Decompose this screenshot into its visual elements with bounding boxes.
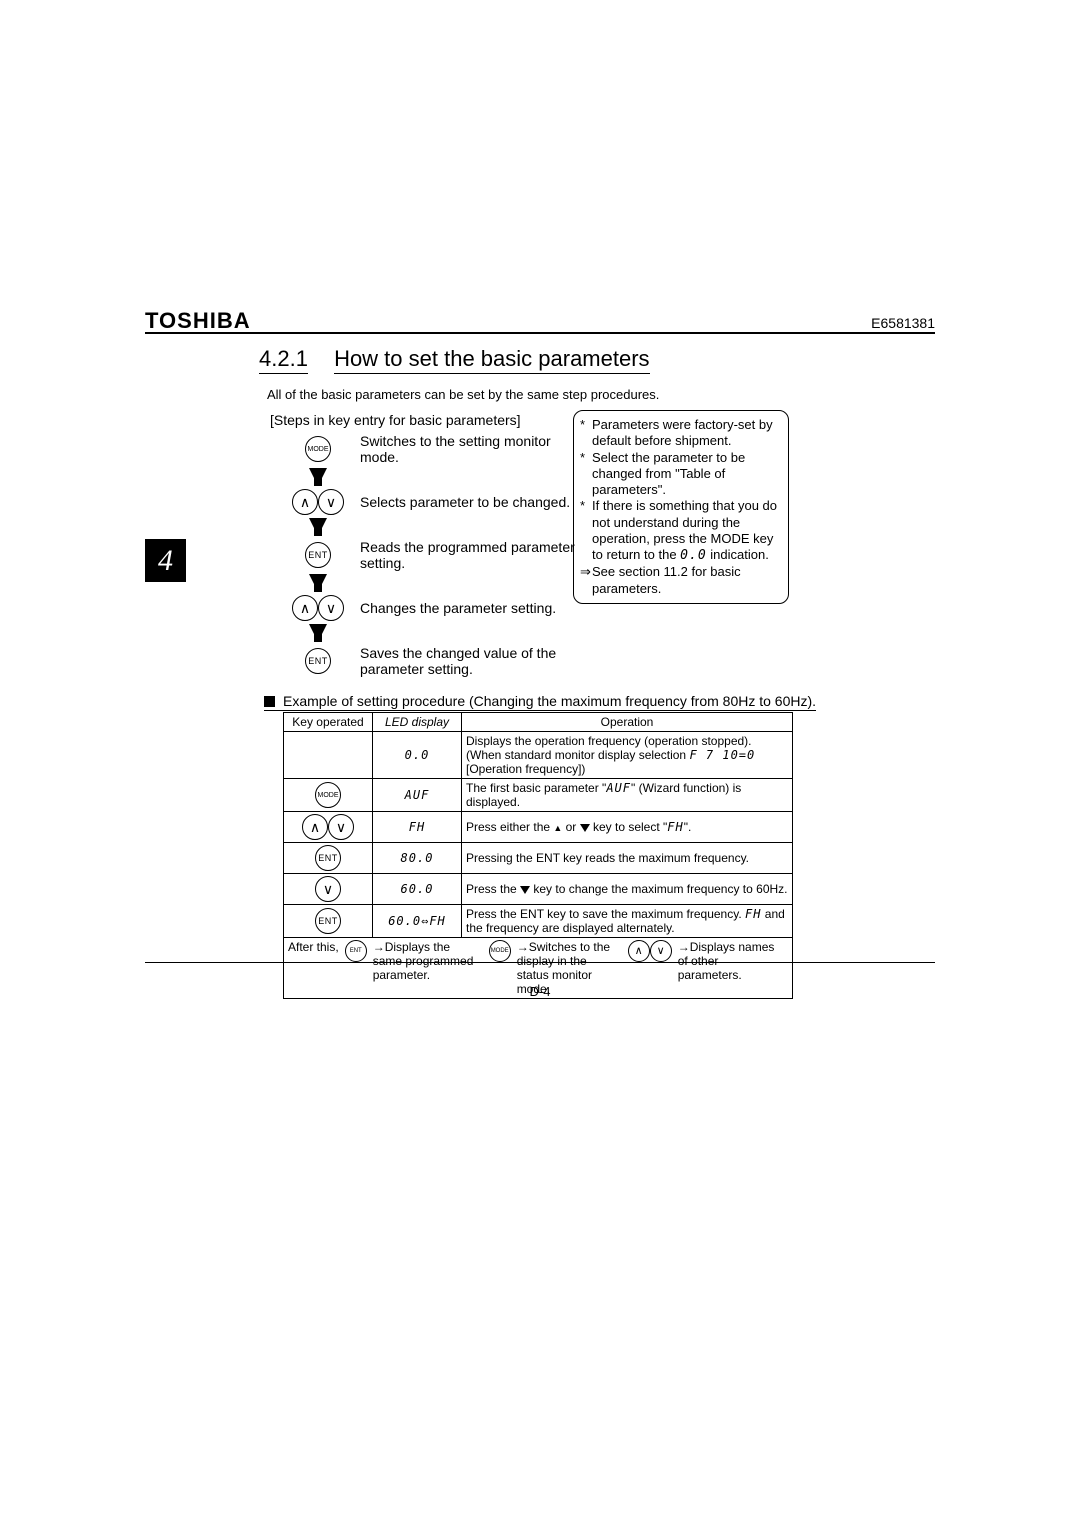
ent-key-icon: ENT [345, 940, 367, 962]
chapter-tab: 4 [145, 539, 186, 582]
table-row: ∨ 60.0 Press the key to change the maxim… [284, 874, 793, 905]
note-3: If there is something that you do not un… [592, 498, 780, 564]
chevron-up-icon: ∧ [300, 601, 310, 615]
example-title: Example of setting procedure (Changing t… [264, 693, 816, 711]
flow-step-5b: parameter setting. [360, 661, 473, 677]
mode-key-icon: MODE [315, 782, 341, 808]
arrow-down-icon [309, 518, 327, 536]
note-2: Select the parameter to be changed from … [592, 450, 780, 499]
op-cell: Press the key to change the maximum freq… [462, 874, 793, 905]
after-this-label: After this, [288, 940, 339, 954]
triangle-down-icon [520, 886, 530, 894]
flow-step-4: Changes the parameter setting. [360, 600, 556, 616]
table-row: ∧ ∨ FH Press either the ▲ or key to sele… [284, 812, 793, 843]
footer-rule [145, 962, 935, 963]
section-number: 4.2.1 [259, 346, 308, 374]
chevron-down-icon: ∨ [326, 601, 336, 615]
table-row: ENT 80.0 Pressing the ENT key reads the … [284, 843, 793, 874]
footer-col-1: →Displays the same programmed parameter. [373, 940, 483, 982]
up-down-keys-icon: ∧ ∨ [302, 814, 354, 840]
flow-step-3: Reads the programmed parameter setting. [360, 539, 575, 571]
header-rule [145, 332, 935, 334]
flow-step-5a: Saves the changed value of the [360, 645, 556, 661]
page-number: D-4 [0, 984, 1080, 999]
op-cell: Press either the ▲ or key to select "FH"… [462, 812, 793, 843]
note-1: Parameters were factory-set by default b… [592, 417, 780, 450]
flow-step-5: Saves the changed value of the parameter… [360, 645, 556, 677]
led-value: 0.0 [405, 748, 430, 762]
up-down-keys-icon: ∧ ∨ [292, 595, 344, 621]
footer-col-3: →Displays names of other parameters. [678, 940, 778, 982]
intro-text: All of the basic parameters can be set b… [267, 387, 659, 402]
square-bullet-icon [264, 696, 275, 707]
led-value: 60.0 [401, 882, 434, 896]
up-down-keys-icon: ∧ ∨ [292, 489, 344, 515]
down-key-icon: ∨ [315, 876, 341, 902]
chevron-up-icon: ∧ [300, 495, 310, 509]
col-op-header: Operation [462, 713, 793, 732]
arrow-down-icon [309, 624, 327, 642]
table-row: MODE AUF The first basic parameter "AUF"… [284, 779, 793, 812]
op-cell: Press the ENT key to save the maximum fr… [462, 905, 793, 938]
section-heading: How to set the basic parameters [334, 346, 649, 374]
led-value: AUF [405, 788, 430, 802]
ent-key-icon: ENT [305, 542, 331, 568]
arrow-down-icon [309, 574, 327, 592]
procedure-table: Key operated LED display Operation 0.0 D… [283, 712, 793, 999]
note-4: See section 11.2 for basic parameters. [592, 564, 780, 597]
up-down-keys-icon: ∧ ∨ [628, 940, 672, 962]
flow-step-3b: setting. [360, 555, 405, 571]
triangle-down-icon [580, 824, 590, 832]
op-cell: Pressing the ENT key reads the maximum f… [462, 843, 793, 874]
ent-key-icon: ENT [315, 845, 341, 871]
col-key-header: Key operated [284, 713, 373, 732]
led-value: FH [409, 820, 425, 834]
col-led-header: LED display [373, 713, 462, 732]
section-title: 4.2.1 How to set the basic parameters [259, 346, 650, 374]
arrow-down-icon [309, 468, 327, 486]
brand-logo: TOSHIBA [145, 308, 251, 334]
mode-key-icon: MODE [305, 436, 331, 462]
flow-step-1: Switches to the setting monitor mode. [360, 433, 590, 465]
led-value: 80.0 [401, 851, 434, 865]
flow-step-3a: Reads the programmed parameter [360, 539, 575, 555]
mode-key-icon: MODE [489, 940, 511, 962]
table-header-row: Key operated LED display Operation [284, 713, 793, 732]
notes-box: *Parameters were factory-set by default … [573, 410, 789, 604]
page: TOSHIBA E6581381 4.2.1 How to set the ba… [0, 0, 1080, 1528]
led-value: 60.0⇔FH [388, 914, 446, 928]
ent-key-icon: ENT [315, 908, 341, 934]
flow-step-2: Selects parameter to be changed. [360, 494, 570, 510]
steps-label: [Steps in key entry for basic parameters… [270, 412, 521, 428]
table-row: 0.0 Displays the operation frequency (op… [284, 732, 793, 779]
op-cell: Displays the operation frequency (operat… [462, 732, 793, 779]
op-cell: The first basic parameter "AUF" (Wizard … [462, 779, 793, 812]
flow-diagram: MODE Switches to the setting monitor mod… [290, 433, 590, 679]
table-row: ENT 60.0⇔FH Press the ENT key to save th… [284, 905, 793, 938]
doc-number: E6581381 [871, 315, 935, 331]
ent-key-icon: ENT [305, 648, 331, 674]
chevron-down-icon: ∨ [326, 495, 336, 509]
